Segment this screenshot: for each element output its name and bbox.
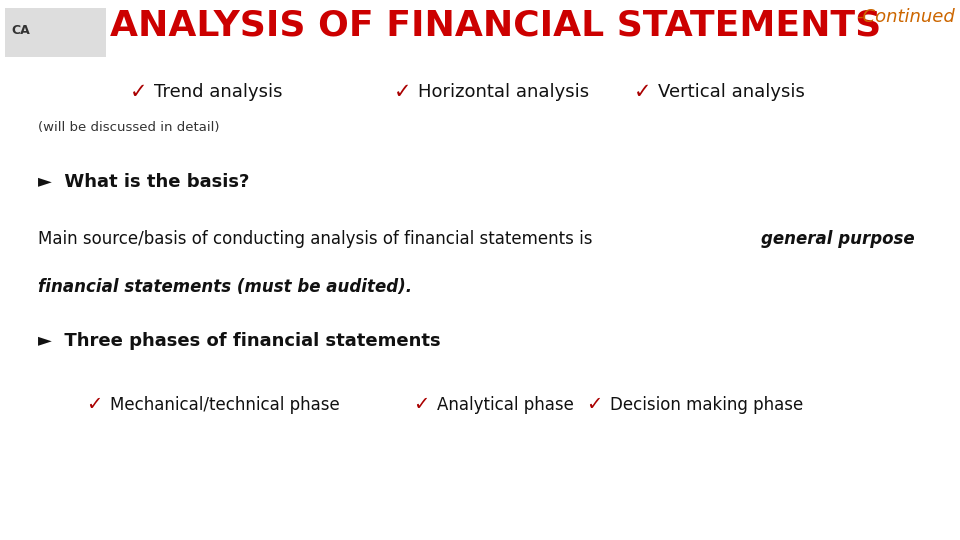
Text: ►  What is the basis?: ► What is the basis? bbox=[38, 173, 250, 191]
Text: (will be discussed in detail): (will be discussed in detail) bbox=[38, 122, 220, 134]
Text: Horizontal analysis: Horizontal analysis bbox=[418, 83, 588, 101]
Text: Mechanical/technical phase: Mechanical/technical phase bbox=[110, 396, 340, 414]
Text: Main source/basis of conducting analysis of financial statements is: Main source/basis of conducting analysis… bbox=[38, 230, 598, 247]
Text: ✓: ✓ bbox=[413, 395, 429, 415]
Text: ►  Three phases of financial statements: ► Three phases of financial statements bbox=[38, 332, 441, 350]
Text: ANALYSIS OF FINANCIAL STATEMENTS: ANALYSIS OF FINANCIAL STATEMENTS bbox=[110, 8, 881, 42]
Text: general purpose: general purpose bbox=[760, 230, 914, 247]
Text: Analytical phase: Analytical phase bbox=[437, 396, 574, 414]
Text: Decision making phase: Decision making phase bbox=[610, 396, 803, 414]
Text: Vertical analysis: Vertical analysis bbox=[658, 83, 804, 101]
Text: ✓: ✓ bbox=[394, 82, 411, 102]
Text: CA: CA bbox=[12, 24, 31, 37]
Text: -Continued: -Continued bbox=[856, 8, 955, 26]
Text: Trend analysis: Trend analysis bbox=[154, 83, 282, 101]
Bar bbox=[5, 8, 106, 57]
Text: ✓: ✓ bbox=[86, 395, 103, 415]
Text: financial statements (must be audited).: financial statements (must be audited). bbox=[38, 278, 413, 296]
Text: ✓: ✓ bbox=[586, 395, 602, 415]
Text: ✓: ✓ bbox=[130, 82, 147, 102]
Text: ✓: ✓ bbox=[634, 82, 651, 102]
